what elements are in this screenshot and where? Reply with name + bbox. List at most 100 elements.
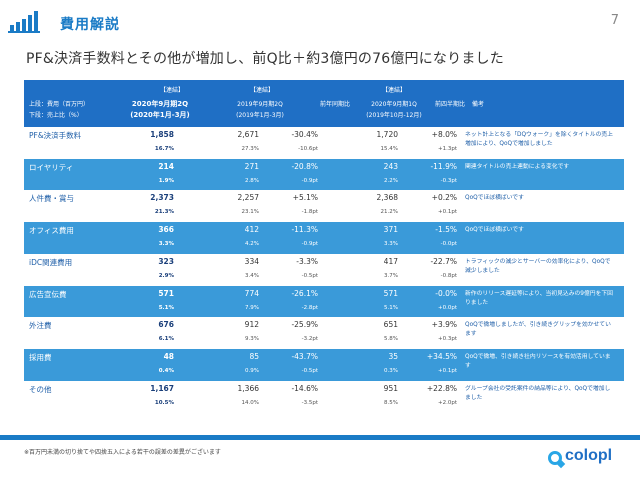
group-period-prevq: 2020年9月期1Q <box>371 101 417 108</box>
cell-cur: 676 <box>158 320 174 330</box>
group-period-current: 2020年9月期2Q <box>131 100 189 108</box>
cell-yoy: -43.7% <box>291 351 318 361</box>
cell-yoy: -11.3% <box>291 225 318 235</box>
cell-cur: 323 <box>158 256 174 266</box>
cell-cur: 48 <box>163 351 174 361</box>
cell-qoq: -0.0% <box>435 288 457 298</box>
cell-pq: 571 <box>383 288 398 298</box>
bottom-divider <box>0 435 640 440</box>
group-tag-prevq: 【連結】 <box>381 87 406 94</box>
brand-mark-icon <box>548 451 562 465</box>
cell-ly_pct: 23.1% <box>241 209 259 216</box>
cell-pq: 2,368 <box>376 193 398 203</box>
cell-qoq: +34.5% <box>426 351 457 361</box>
cell-qoq_pt: -0.3pt <box>440 177 457 184</box>
cell-cur_pct: 0.4% <box>158 367 174 374</box>
cell-cur_pct: 6.1% <box>158 336 174 343</box>
bar-chart-logo-icon <box>8 11 40 33</box>
cell-pq: 35 <box>388 351 398 361</box>
cell-qoq: -11.9% <box>430 161 457 171</box>
cell-pq: 651 <box>383 320 398 330</box>
cell-ly_pct: 3.4% <box>245 272 259 279</box>
cell-yoy_pt: -0.5pt <box>301 272 318 279</box>
cell-cur_pct: 2.9% <box>158 272 174 279</box>
row-label: オフィス費用 <box>29 226 74 236</box>
cell-qoq_pt: -0.8pt <box>440 272 457 279</box>
cell-pq: 371 <box>383 225 398 235</box>
group-period-lastyear: 2019年9月期2Q <box>237 101 283 108</box>
cell-qoq_pt: +0.1pt <box>437 367 457 374</box>
cell-yoy_pt: -10.6pt <box>298 146 318 152</box>
headline: PF&決済手数料とその他が増加し、前Q比＋約3億円の76億円になりました <box>26 51 504 67</box>
cell-ly: 271 <box>244 161 259 171</box>
row-label: 人件費・賞与 <box>29 194 74 204</box>
cell-pq_pct: 3.7% <box>384 272 398 279</box>
table-row: iDC関連費用 323 2.9% 334 3.4% -3.3% -0.5pt 417 3.7% -… <box>24 254 624 286</box>
left-header-line2: 下段：売上比（%） <box>29 112 83 119</box>
cell-pq_pct: 8.5% <box>384 399 398 406</box>
table-row: ロイヤリティ 214 1.9% 271 2.8% -20.8% -0.9pt 243 2.2% -… <box>24 158 624 191</box>
table-row: 人件費・賞与 2,373 21.3% 2,257 23.1% +5.1% -1.8pt 2,3… <box>24 190 624 222</box>
table-row: 外注費 676 6.1% 912 9.3% -25.9% -3.2pt 651 5.8% +3.9… <box>24 317 624 349</box>
cell-cur: 1,858 <box>150 130 174 139</box>
cell-ly: 2,671 <box>237 130 259 139</box>
cell-cur: 1,167 <box>150 383 174 393</box>
row-label: ロイヤリティ <box>29 162 74 172</box>
note-header: 備考 <box>472 101 485 108</box>
page-number: 7 <box>610 13 619 28</box>
cell-qoq: -22.7% <box>430 256 457 266</box>
cell-ly: 85 <box>249 351 259 361</box>
cell-qoq: +3.9% <box>431 320 457 330</box>
cell-yoy_pt: -3.5pt <box>301 399 318 406</box>
cell-ly_pct: 4.2% <box>245 241 259 248</box>
yoy-header: 前年同期比 <box>319 101 350 108</box>
row-label: 外注費 <box>29 321 52 331</box>
cell-qoq: +0.2% <box>431 193 457 203</box>
cell-yoy_pt: -2.8pt <box>301 304 318 311</box>
cell-yoy_pt: -1.8pt <box>301 209 318 216</box>
group-tag-current: 【連結】 <box>159 87 184 94</box>
table-row: その他 1,167 10.5% 1,366 14.0% -14.6% -3.5pt 951 8.… <box>24 381 624 413</box>
cell-yoy: -25.9% <box>291 320 318 330</box>
cell-pq_pct: 2.2% <box>384 177 398 184</box>
cell-cur: 2,373 <box>150 193 174 203</box>
cell-ly: 412 <box>244 225 259 235</box>
cell-yoy: -26.1% <box>291 288 318 298</box>
cell-qoq: -1.5% <box>435 225 457 235</box>
cell-qoq_pt: +1.3pt <box>437 146 457 152</box>
row-label: 採用費 <box>29 352 52 362</box>
cell-ly: 2,257 <box>237 193 259 203</box>
cell-pq: 951 <box>383 383 398 393</box>
cell-qoq_pt: -0.0pt <box>440 241 457 248</box>
cell-qoq_pt: +0.1pt <box>437 209 457 216</box>
cell-ly: 334 <box>244 256 259 266</box>
footnote: ※百万円未満の切り捨てや四捨五入による若干の誤差の差異がございます <box>24 449 221 456</box>
group-range-lastyear: (2019年1月-3月) <box>236 112 284 119</box>
cell-cur_pct: 10.5% <box>154 399 174 406</box>
cell-qoq_pt: +0.0pt <box>437 304 457 311</box>
table-row: 採用費 48 0.4% 85 0.9% -43.7% -0.5pt 35 0.3% +34.5% +… <box>24 348 624 381</box>
row-label: PF&決済手数料 <box>29 131 82 140</box>
cell-qoq: +8.0% <box>431 130 457 139</box>
table-row: オフィス費用 366 3.3% 412 4.2% -11.3% -0.9pt 371 3.3% -… <box>24 222 624 254</box>
cell-yoy: -30.4% <box>291 130 318 139</box>
cell-qoq: +22.8% <box>426 383 457 393</box>
cell-ly: 774 <box>244 288 259 298</box>
cell-pq_pct: 15.4% <box>380 146 398 152</box>
group-range-prevq: (2019年10月-12月) <box>366 112 422 119</box>
cell-yoy_pt: -3.2pt <box>301 336 318 343</box>
qoq-header: 前四半期比 <box>434 101 465 108</box>
cell-ly_pct: 27.3% <box>241 146 259 152</box>
row-note: 関連タイトルの売上連動による変化です <box>465 163 570 170</box>
cell-qoq_pt: +2.0pt <box>437 399 457 406</box>
page-title: 費用解説 <box>60 17 120 33</box>
cell-pq_pct: 5.8% <box>384 336 398 343</box>
cell-pq: 243 <box>383 161 398 171</box>
cell-ly: 912 <box>244 320 259 330</box>
cell-yoy_pt: -0.9pt <box>301 241 318 248</box>
cell-cur_pct: 3.3% <box>158 241 174 248</box>
cell-ly_pct: 0.9% <box>245 367 259 374</box>
cell-yoy: -3.3% <box>296 256 318 266</box>
cell-yoy: -14.6% <box>291 383 318 393</box>
group-range-current: (2020年1月-3月) <box>130 111 190 119</box>
